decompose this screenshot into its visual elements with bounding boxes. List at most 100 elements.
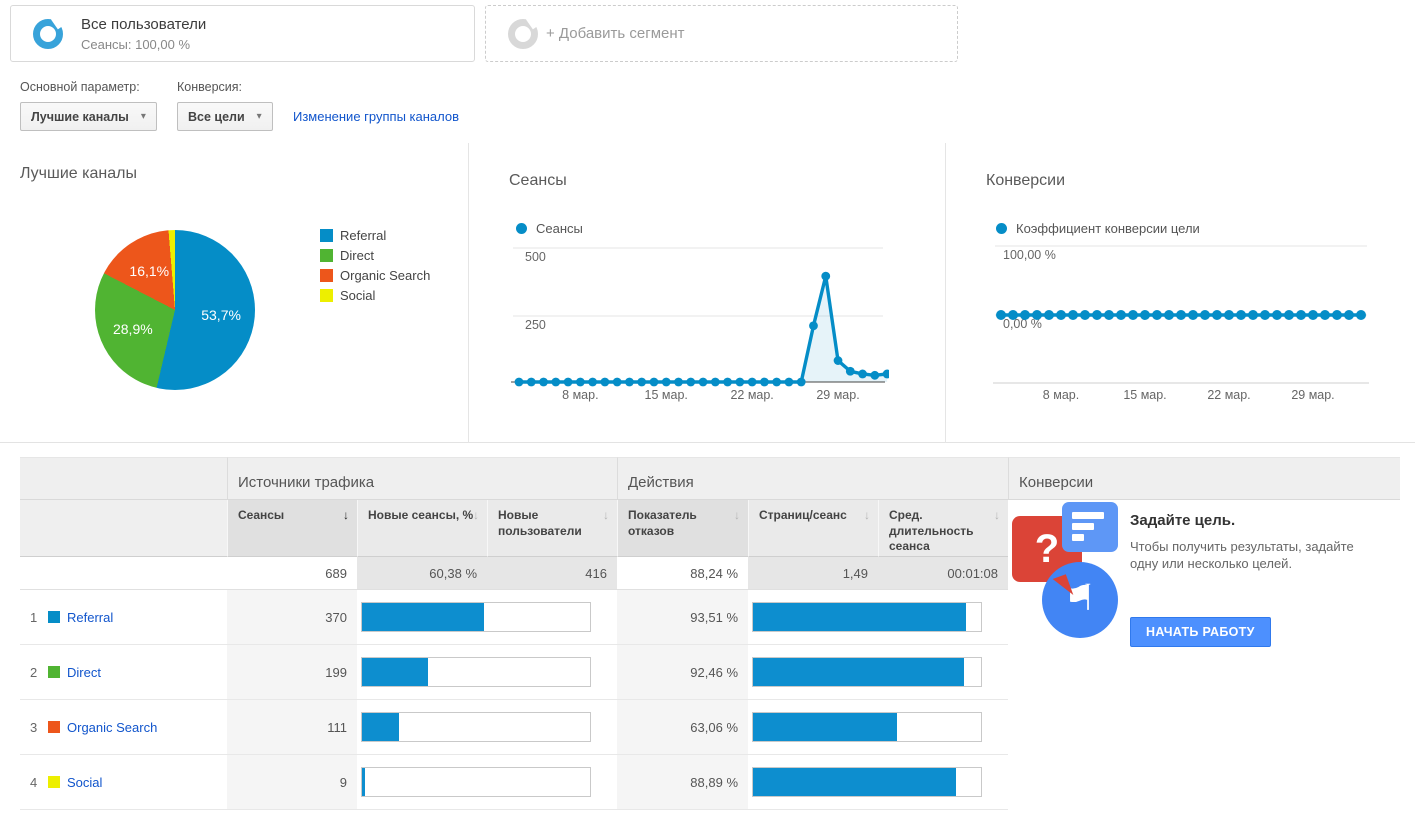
channel-swatch xyxy=(48,721,60,733)
primary-dimension-value: Лучшие каналы xyxy=(31,109,129,124)
get-started-button[interactable]: НАЧАТЬ РАБОТУ xyxy=(1130,617,1271,647)
sessions-bar xyxy=(361,602,591,632)
summary-avg-duration: 00:01:08 xyxy=(878,557,1008,590)
channel-link[interactable]: Direct xyxy=(67,664,101,680)
bounce-bar-cell xyxy=(748,590,1008,645)
channels-data-table: Источники трафика Действия Конверсии Сеа… xyxy=(20,457,1400,810)
column-header-pages-session[interactable]: Страниц/сеанс ↓ xyxy=(748,500,878,557)
svg-text:100,00 %: 100,00 % xyxy=(1003,248,1056,262)
set-up-goals-promo: ? ⚑ Задайте цель. Чтобы получить результ… xyxy=(1008,500,1400,810)
summary-new-sessions: 60,38 % xyxy=(357,557,487,590)
channel-swatch xyxy=(48,666,60,678)
bounce-rate-value: 92,46 % xyxy=(617,645,748,700)
sessions-value: 199 xyxy=(227,645,357,700)
goal-flag-icon: ⚑ xyxy=(1042,562,1118,638)
sort-icon: ↓ xyxy=(473,508,479,522)
column-header-new-users[interactable]: Новые пользователи ↓ xyxy=(487,500,617,557)
top-channels-title: Лучшие каналы xyxy=(20,165,137,182)
primary-dimension-dropdown[interactable]: Лучшие каналы ▾ xyxy=(20,102,157,131)
sessions-value: 111 xyxy=(227,700,357,755)
sort-desc-icon: ↓ xyxy=(343,508,349,522)
channel-link[interactable]: Social xyxy=(67,774,103,790)
legend-item-organic: Organic Search xyxy=(320,265,430,285)
sort-icon: ↓ xyxy=(603,508,609,522)
svg-text:500: 500 xyxy=(525,250,546,264)
bounce-bar xyxy=(752,767,982,797)
channel-swatch xyxy=(48,776,60,788)
summary-sessions: 689 xyxy=(227,557,357,590)
sessions-bar xyxy=(361,657,591,687)
conversion-dropdown[interactable]: Все цели ▾ xyxy=(177,102,273,131)
table-row-channel: 1 Referral xyxy=(20,590,227,645)
sessions-bar-cell xyxy=(357,645,617,700)
svg-text:22 мар.: 22 мар. xyxy=(730,388,773,402)
segment-card-all-users[interactable]: Все пользователи Сеансы: 100,00 % xyxy=(10,5,475,62)
sessions-value: 370 xyxy=(227,590,357,645)
legend-label: Direct xyxy=(340,247,374,263)
bounce-bar-cell xyxy=(748,645,1008,700)
sort-icon: ↓ xyxy=(864,508,870,522)
sessions-bar xyxy=(361,767,591,797)
promo-heading: Задайте цель. xyxy=(1130,512,1236,529)
table-row-channel: 3 Organic Search xyxy=(20,700,227,755)
legend-item-referral: Referral xyxy=(320,225,430,245)
column-header-avg-duration[interactable]: Сред. длительность сеанса ↓ xyxy=(878,500,1008,557)
sessions-bar-cell xyxy=(357,755,617,810)
bounce-bar-cell xyxy=(748,700,1008,755)
conversion-value: Все цели xyxy=(188,109,245,124)
sessions-line-chart: 500 250 8 мар. 15 мар. 22 мар. 29 мар. xyxy=(511,247,889,402)
add-segment-label: + Добавить сегмент xyxy=(546,25,685,42)
series-dot-icon xyxy=(516,223,527,234)
column-header-sessions[interactable]: Сеансы ↓ xyxy=(227,500,357,557)
group-header-behavior: Действия xyxy=(617,457,1008,500)
referral-swatch xyxy=(320,228,333,242)
sessions-panel: Сеансы Сеансы 500 250 8 мар. 15 мар. 22 мар.… xyxy=(468,143,945,443)
summary-row-spacer xyxy=(20,557,227,590)
sort-icon: ↓ xyxy=(734,508,740,522)
direct-swatch xyxy=(320,248,333,262)
bounce-rate-value: 88,89 % xyxy=(617,755,748,810)
table-row-channel: 4 Social xyxy=(20,755,227,810)
conversion-label: Конверсия: xyxy=(177,80,243,94)
row-rank: 2 xyxy=(30,664,38,680)
add-segment-card[interactable]: + Добавить сегмент xyxy=(485,5,958,62)
legend-item-social: Social xyxy=(320,285,430,305)
organic-swatch xyxy=(320,268,333,282)
channel-swatch xyxy=(48,611,60,623)
edit-channel-grouping-link[interactable]: Изменение группы каналов xyxy=(293,109,460,124)
legend-label: Organic Search xyxy=(340,267,431,283)
svg-text:250: 250 xyxy=(525,318,546,332)
chevron-down-icon: ▾ xyxy=(140,111,146,122)
series-dot-icon xyxy=(996,223,1007,234)
row-rank: 3 xyxy=(30,719,38,735)
column-header-bounce-rate[interactable]: Показатель отказов ↓ xyxy=(617,500,748,557)
bounce-bar xyxy=(752,602,982,632)
group-header-spacer xyxy=(20,457,227,500)
legend-item-direct: Direct xyxy=(320,245,430,265)
summary-bounce-rate: 88,24 % xyxy=(617,557,748,590)
chevron-down-icon: ▾ xyxy=(256,111,262,122)
svg-text:15 мар.: 15 мар. xyxy=(1123,388,1166,402)
sessions-bar-cell xyxy=(357,590,617,645)
sessions-legend: Сеансы xyxy=(516,221,583,236)
summary-pages-session: 1,49 xyxy=(748,557,878,590)
bounce-rate-value: 93,51 % xyxy=(617,590,748,645)
group-header-conversions: Конверсии xyxy=(1008,457,1400,500)
pie-slice-label: 16,1% xyxy=(129,263,170,280)
summary-new-users: 416 xyxy=(487,557,617,590)
pie-slice-label: 53,7% xyxy=(201,307,241,324)
svg-text:15 мар.: 15 мар. xyxy=(645,388,688,402)
bounce-rate-value: 63,06 % xyxy=(617,700,748,755)
conversions-panel: Конверсии Коэффициент конверсии цели 100… xyxy=(945,143,1415,443)
sessions-bar xyxy=(361,712,591,742)
column-header-spacer xyxy=(20,500,227,557)
column-header-new-sessions[interactable]: Новые сеансы, % ↓ xyxy=(357,500,487,557)
sort-icon: ↓ xyxy=(994,508,1000,522)
channel-link[interactable]: Referral xyxy=(67,609,114,625)
svg-text:22 мар.: 22 мар. xyxy=(1207,388,1250,402)
sessions-bar-cell xyxy=(357,700,617,755)
svg-text:8 мар.: 8 мар. xyxy=(562,388,598,402)
channel-link[interactable]: Organic Search xyxy=(67,719,158,735)
sessions-value: 9 xyxy=(227,755,357,810)
